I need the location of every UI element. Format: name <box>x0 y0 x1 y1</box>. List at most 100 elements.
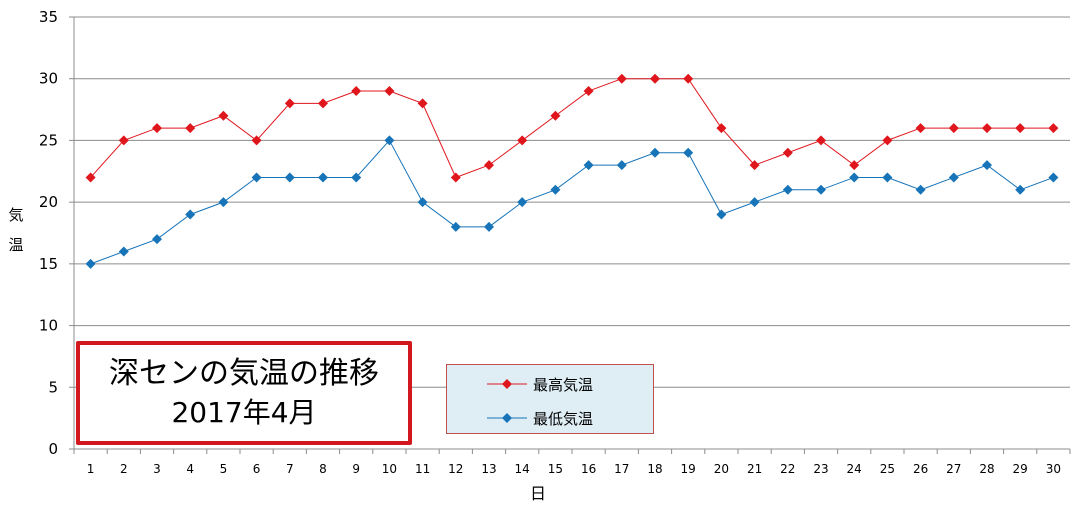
x-tick-label-10: 10 <box>382 462 397 476</box>
point-max-17 <box>616 73 627 84</box>
point-max-27 <box>948 123 959 134</box>
series-line-max <box>90 78 1054 179</box>
x-tick-label-8: 8 <box>319 462 327 476</box>
point-max-19 <box>683 73 694 84</box>
point-min-19 <box>683 147 694 158</box>
point-min-29 <box>1015 184 1026 195</box>
x-tick-label-14: 14 <box>515 462 530 476</box>
point-min-5 <box>218 197 229 208</box>
point-max-10 <box>384 86 395 97</box>
y-tick-label-5: 5 <box>48 378 58 396</box>
point-max-28 <box>982 123 992 134</box>
series-max <box>85 73 1059 183</box>
y-tick-label-20: 20 <box>39 193 58 211</box>
x-tick-label-5: 5 <box>220 462 228 476</box>
point-min-7 <box>284 172 295 183</box>
point-max-24 <box>849 160 860 171</box>
point-max-15 <box>550 110 561 121</box>
x-axis-label: 日 <box>530 484 546 503</box>
point-min-13 <box>484 221 494 232</box>
x-tick-label-27: 27 <box>946 462 961 476</box>
legend-item-min: 最低気温 <box>447 408 593 428</box>
point-min-14 <box>517 197 528 208</box>
point-min-27 <box>948 172 959 183</box>
point-min-2 <box>118 246 129 257</box>
x-tick-label-4: 4 <box>186 462 194 476</box>
point-min-17 <box>616 160 627 171</box>
point-min-3 <box>152 234 162 245</box>
x-tick-label-3: 3 <box>153 462 161 476</box>
x-tick-label-9: 9 <box>352 462 360 476</box>
point-min-23 <box>816 184 826 195</box>
point-max-18 <box>650 73 660 84</box>
x-tick-label-19: 19 <box>681 462 696 476</box>
point-max-13 <box>484 160 494 171</box>
y-tick-label-15: 15 <box>39 255 58 273</box>
legend-label-min: 最低気温 <box>533 409 594 428</box>
point-max-16 <box>583 86 594 97</box>
point-min-21 <box>749 197 760 208</box>
point-min-24 <box>849 172 860 183</box>
point-max-4 <box>185 123 196 134</box>
series-group <box>85 73 1059 269</box>
point-max-21 <box>749 160 760 171</box>
point-max-7 <box>284 98 295 109</box>
point-min-1 <box>85 258 96 269</box>
point-min-25 <box>882 172 893 183</box>
point-min-11 <box>417 197 428 208</box>
x-tick-label-15: 15 <box>548 462 563 476</box>
point-min-18 <box>650 147 660 158</box>
x-tick-label-16: 16 <box>581 462 596 476</box>
x-tick-label-22: 22 <box>780 462 795 476</box>
chart-subtitle: 2017年4月 <box>171 396 317 429</box>
x-tick-label-12: 12 <box>448 462 463 476</box>
y-tick-labels: 0 5 10 15 20 25 30 35 <box>39 8 58 458</box>
point-min-28 <box>982 160 992 171</box>
point-max-6 <box>251 135 262 146</box>
legend-label-max: 最高気温 <box>533 375 594 394</box>
point-min-30 <box>1048 172 1059 183</box>
series-line-min <box>90 139 1054 265</box>
x-tick-label-11: 11 <box>415 462 430 476</box>
point-min-15 <box>550 184 561 195</box>
point-max-29 <box>1015 123 1026 134</box>
y-tick-label-30: 30 <box>39 70 58 88</box>
point-max-9 <box>351 86 362 97</box>
y-axis-label-char-1: 気 <box>8 206 23 224</box>
x-tick-label-30: 30 <box>1046 462 1061 476</box>
legend-marker-max <box>487 379 527 389</box>
point-max-22 <box>782 147 793 158</box>
y-axis-label-char-2: 温 <box>8 236 23 254</box>
y-tick-label-35: 35 <box>39 8 58 26</box>
point-max-5 <box>218 110 229 121</box>
point-max-8 <box>318 98 328 109</box>
chart-title: 深センの気温の推移 <box>109 356 379 391</box>
x-tick-label-21: 21 <box>747 462 762 476</box>
x-tick-label-6: 6 <box>253 462 261 476</box>
point-min-12 <box>450 221 461 232</box>
x-tick-label-13: 13 <box>481 462 496 476</box>
y-tick-label-10: 10 <box>39 317 58 335</box>
point-min-16 <box>583 160 594 171</box>
point-max-26 <box>915 123 926 134</box>
x-tick-label-26: 26 <box>913 462 928 476</box>
point-min-6 <box>251 172 262 183</box>
point-max-25 <box>882 135 893 146</box>
y-tick-label-25: 25 <box>39 131 58 149</box>
point-min-26 <box>915 184 926 195</box>
point-max-20 <box>716 123 727 134</box>
point-min-4 <box>185 209 196 220</box>
point-max-1 <box>85 172 96 183</box>
series-min <box>85 135 1059 269</box>
axes <box>73 17 1071 454</box>
y-tick-label-0: 0 <box>48 440 58 458</box>
x-tick-label-29: 29 <box>1013 462 1028 476</box>
point-max-12 <box>450 172 461 183</box>
point-min-20 <box>716 209 727 220</box>
x-tick-labels: 1 2 3 4 5 6 7 8 9 10 11 12 13 14 15 16 17 18 19 20 21 22 23 24 2… <box>87 462 1061 476</box>
chart-title-box: 深センの気温の推移 2017年4月 <box>76 341 412 445</box>
point-max-30 <box>1048 123 1059 134</box>
x-tick-label-1: 1 <box>87 462 95 476</box>
legend-item-max: 最高気温 <box>447 374 593 394</box>
